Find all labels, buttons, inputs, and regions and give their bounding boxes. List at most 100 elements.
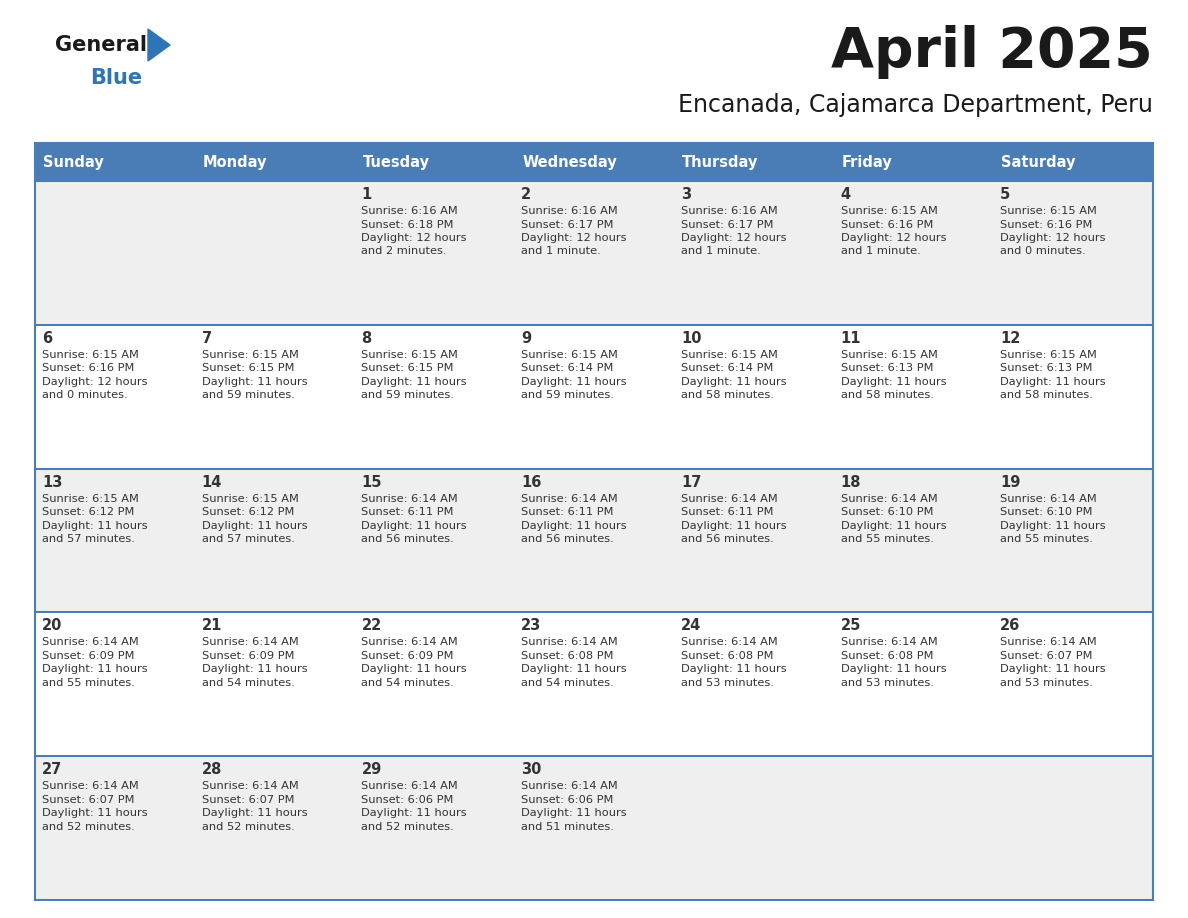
- Text: 22: 22: [361, 619, 381, 633]
- Text: Sunrise: 6:16 AM: Sunrise: 6:16 AM: [522, 206, 618, 216]
- Text: Sunrise: 6:14 AM: Sunrise: 6:14 AM: [522, 637, 618, 647]
- Text: 13: 13: [42, 475, 63, 489]
- Text: and 58 minutes.: and 58 minutes.: [841, 390, 934, 400]
- Bar: [993, 143, 1154, 181]
- Text: Sunrise: 6:14 AM: Sunrise: 6:14 AM: [681, 637, 778, 647]
- Text: Daylight: 11 hours: Daylight: 11 hours: [522, 808, 627, 818]
- Text: and 56 minutes.: and 56 minutes.: [681, 534, 773, 544]
- Text: 3: 3: [681, 187, 691, 202]
- Text: 19: 19: [1000, 475, 1020, 489]
- Text: Sunset: 6:11 PM: Sunset: 6:11 PM: [522, 507, 614, 517]
- Bar: [674, 756, 834, 900]
- Text: Sunrise: 6:14 AM: Sunrise: 6:14 AM: [202, 781, 298, 791]
- Text: Blue: Blue: [90, 68, 143, 88]
- Text: Sunrise: 6:15 AM: Sunrise: 6:15 AM: [202, 494, 298, 504]
- Text: and 53 minutes.: and 53 minutes.: [841, 677, 934, 688]
- Bar: [674, 181, 834, 325]
- Text: 28: 28: [202, 762, 222, 778]
- Text: 8: 8: [361, 330, 372, 346]
- Text: 27: 27: [42, 762, 62, 778]
- Text: Daylight: 11 hours: Daylight: 11 hours: [522, 665, 627, 675]
- Text: 2: 2: [522, 187, 531, 202]
- Text: Sunset: 6:18 PM: Sunset: 6:18 PM: [361, 219, 454, 230]
- Bar: [354, 612, 514, 756]
- Bar: [195, 181, 354, 325]
- Text: 23: 23: [522, 619, 542, 633]
- Text: Sunrise: 6:14 AM: Sunrise: 6:14 AM: [42, 781, 139, 791]
- Bar: [34, 143, 195, 181]
- Text: Sunrise: 6:14 AM: Sunrise: 6:14 AM: [1000, 637, 1097, 647]
- Bar: [195, 612, 354, 756]
- Text: 25: 25: [841, 619, 861, 633]
- Text: Daylight: 11 hours: Daylight: 11 hours: [681, 665, 786, 675]
- Bar: [195, 143, 354, 181]
- Text: and 54 minutes.: and 54 minutes.: [361, 677, 454, 688]
- Text: Wednesday: Wednesday: [523, 154, 617, 170]
- Text: Sunset: 6:13 PM: Sunset: 6:13 PM: [1000, 364, 1093, 374]
- Text: 4: 4: [841, 187, 851, 202]
- Text: Encanada, Cajamarca Department, Peru: Encanada, Cajamarca Department, Peru: [678, 93, 1154, 117]
- Text: Sunset: 6:16 PM: Sunset: 6:16 PM: [841, 219, 933, 230]
- Text: Daylight: 12 hours: Daylight: 12 hours: [522, 233, 626, 243]
- Text: Daylight: 11 hours: Daylight: 11 hours: [202, 808, 308, 818]
- Text: 17: 17: [681, 475, 701, 489]
- Text: Daylight: 12 hours: Daylight: 12 hours: [681, 233, 786, 243]
- Text: Sunrise: 6:14 AM: Sunrise: 6:14 AM: [522, 494, 618, 504]
- Text: Sunrise: 6:15 AM: Sunrise: 6:15 AM: [42, 494, 139, 504]
- Text: and 55 minutes.: and 55 minutes.: [841, 534, 934, 544]
- Text: Sunset: 6:08 PM: Sunset: 6:08 PM: [841, 651, 933, 661]
- Text: Sunset: 6:12 PM: Sunset: 6:12 PM: [202, 507, 295, 517]
- Text: Sunrise: 6:16 AM: Sunrise: 6:16 AM: [681, 206, 778, 216]
- Text: Daylight: 11 hours: Daylight: 11 hours: [42, 521, 147, 531]
- Text: 26: 26: [1000, 619, 1020, 633]
- Text: Sunset: 6:11 PM: Sunset: 6:11 PM: [681, 507, 773, 517]
- Bar: [834, 756, 993, 900]
- Text: Sunset: 6:12 PM: Sunset: 6:12 PM: [42, 507, 134, 517]
- Text: Sunset: 6:13 PM: Sunset: 6:13 PM: [841, 364, 933, 374]
- Text: Sunrise: 6:14 AM: Sunrise: 6:14 AM: [841, 637, 937, 647]
- Bar: [834, 325, 993, 468]
- Text: Sunset: 6:14 PM: Sunset: 6:14 PM: [681, 364, 773, 374]
- Text: and 52 minutes.: and 52 minutes.: [361, 822, 454, 832]
- Text: and 55 minutes.: and 55 minutes.: [1000, 534, 1093, 544]
- Text: Daylight: 11 hours: Daylight: 11 hours: [361, 521, 467, 531]
- Bar: [34, 468, 195, 612]
- Bar: [834, 181, 993, 325]
- Bar: [34, 612, 195, 756]
- Text: Sunrise: 6:14 AM: Sunrise: 6:14 AM: [202, 637, 298, 647]
- Bar: [993, 181, 1154, 325]
- Text: Sunday: Sunday: [43, 154, 103, 170]
- Text: Sunset: 6:07 PM: Sunset: 6:07 PM: [42, 795, 134, 805]
- Text: Daylight: 11 hours: Daylight: 11 hours: [841, 376, 946, 386]
- Text: Sunrise: 6:16 AM: Sunrise: 6:16 AM: [361, 206, 459, 216]
- Text: 24: 24: [681, 619, 701, 633]
- Text: Sunrise: 6:15 AM: Sunrise: 6:15 AM: [42, 350, 139, 360]
- Bar: [514, 756, 674, 900]
- Text: Sunrise: 6:15 AM: Sunrise: 6:15 AM: [202, 350, 298, 360]
- Text: 15: 15: [361, 475, 381, 489]
- Bar: [34, 181, 195, 325]
- Text: Sunset: 6:08 PM: Sunset: 6:08 PM: [681, 651, 773, 661]
- Text: Sunset: 6:06 PM: Sunset: 6:06 PM: [361, 795, 454, 805]
- Bar: [834, 468, 993, 612]
- Bar: [993, 756, 1154, 900]
- Text: and 0 minutes.: and 0 minutes.: [42, 390, 127, 400]
- Text: Friday: Friday: [841, 154, 892, 170]
- Text: Sunset: 6:08 PM: Sunset: 6:08 PM: [522, 651, 614, 661]
- Text: Daylight: 11 hours: Daylight: 11 hours: [202, 665, 308, 675]
- Text: General: General: [55, 35, 147, 55]
- Text: 6: 6: [42, 330, 52, 346]
- Text: Sunrise: 6:14 AM: Sunrise: 6:14 AM: [522, 781, 618, 791]
- Text: 10: 10: [681, 330, 701, 346]
- Polygon shape: [148, 29, 170, 61]
- Text: Sunrise: 6:14 AM: Sunrise: 6:14 AM: [361, 637, 459, 647]
- Text: and 59 minutes.: and 59 minutes.: [361, 390, 454, 400]
- Bar: [354, 181, 514, 325]
- Text: and 0 minutes.: and 0 minutes.: [1000, 247, 1086, 256]
- Text: 18: 18: [841, 475, 861, 489]
- Text: Sunset: 6:15 PM: Sunset: 6:15 PM: [361, 364, 454, 374]
- Text: Sunrise: 6:15 AM: Sunrise: 6:15 AM: [681, 350, 778, 360]
- Text: 7: 7: [202, 330, 211, 346]
- Text: Daylight: 11 hours: Daylight: 11 hours: [841, 521, 946, 531]
- Text: Sunrise: 6:15 AM: Sunrise: 6:15 AM: [841, 350, 937, 360]
